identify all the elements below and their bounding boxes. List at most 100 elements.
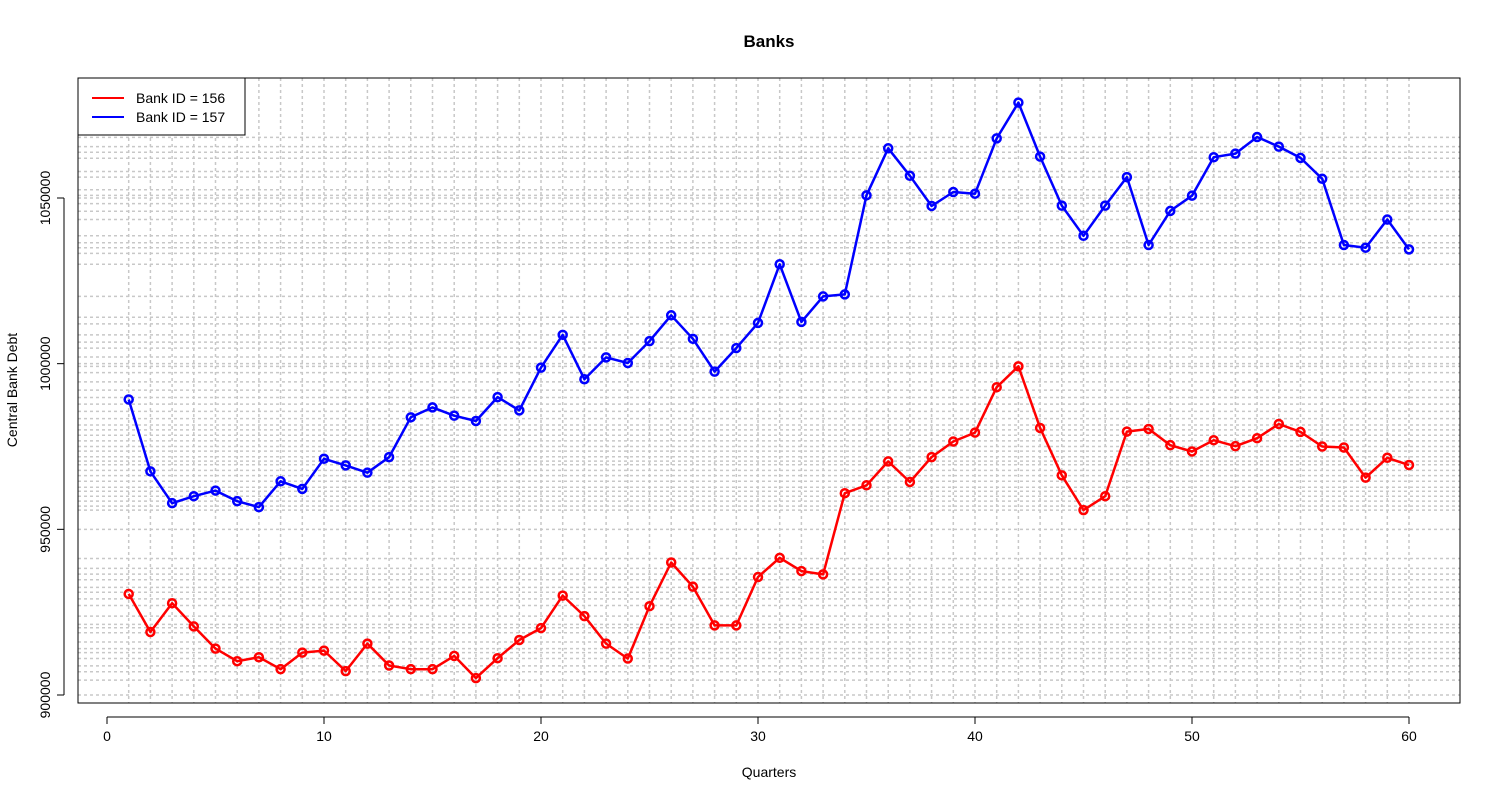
data-point xyxy=(687,581,699,592)
data-point xyxy=(904,476,916,488)
axis-layer: 0 10 20 30 40 50 60 900000 950000 1000000 1050000 xyxy=(37,171,1417,744)
data-point xyxy=(969,188,981,199)
data-point xyxy=(1316,441,1328,452)
data-point xyxy=(1338,442,1350,453)
data-point xyxy=(1121,426,1133,437)
chart-title: Banks xyxy=(743,32,794,51)
data-point xyxy=(1230,440,1241,452)
data-point xyxy=(1078,504,1089,516)
data-point xyxy=(340,665,351,677)
data-point xyxy=(1186,446,1198,457)
data-point xyxy=(492,391,503,403)
data-point xyxy=(1382,214,1393,225)
x-tick-label: 10 xyxy=(316,728,332,744)
data-point xyxy=(362,467,373,478)
data-point xyxy=(644,335,655,347)
data-point xyxy=(383,660,395,671)
y-tick-label: 1000000 xyxy=(37,336,53,391)
data-point xyxy=(1078,230,1089,242)
data-point xyxy=(1316,173,1328,185)
data-point xyxy=(839,487,851,499)
series-layer xyxy=(123,97,1415,684)
x-tick-label: 50 xyxy=(1184,728,1200,744)
x-tick-label: 30 xyxy=(750,728,766,744)
data-point xyxy=(731,342,742,354)
data-point xyxy=(709,620,720,631)
data-point xyxy=(839,289,851,300)
data-point xyxy=(882,143,894,154)
data-point xyxy=(340,460,351,471)
data-point xyxy=(123,588,134,600)
y-tick-label: 950000 xyxy=(37,506,53,553)
data-point xyxy=(297,647,308,658)
data-point xyxy=(709,366,720,377)
y-tick-label: 900000 xyxy=(37,671,53,718)
data-point xyxy=(622,357,634,369)
data-point xyxy=(752,317,764,329)
data-point xyxy=(687,333,699,345)
data-point xyxy=(861,480,872,491)
data-point xyxy=(405,663,417,675)
data-point xyxy=(318,453,330,465)
data-point xyxy=(492,652,503,664)
data-point xyxy=(448,650,460,662)
data-point xyxy=(1034,151,1046,162)
x-tick-label: 60 xyxy=(1401,728,1417,744)
legend-box xyxy=(77,77,246,136)
data-point xyxy=(1273,141,1285,152)
data-point xyxy=(275,663,286,675)
data-point xyxy=(1382,452,1393,464)
data-point xyxy=(123,394,134,405)
data-point xyxy=(665,557,677,568)
legend-label-156: Bank ID = 156 xyxy=(136,90,225,106)
data-point xyxy=(210,485,221,496)
data-point xyxy=(1099,200,1111,211)
data-point xyxy=(1056,200,1068,211)
data-point xyxy=(1165,439,1176,451)
data-point xyxy=(1143,423,1154,435)
data-point xyxy=(882,456,894,467)
data-point xyxy=(1013,361,1024,372)
data-point xyxy=(1013,97,1024,108)
data-point xyxy=(557,329,568,341)
data-point xyxy=(1251,432,1263,444)
data-point xyxy=(600,352,612,363)
data-point xyxy=(383,451,395,463)
data-point xyxy=(1034,422,1046,434)
data-point xyxy=(557,590,568,601)
data-point xyxy=(1403,244,1415,255)
data-point xyxy=(318,645,330,656)
data-point xyxy=(796,316,807,328)
plot-frame xyxy=(77,77,1461,704)
data-point xyxy=(1403,459,1415,471)
data-point xyxy=(448,410,460,421)
data-point xyxy=(926,200,937,212)
data-point xyxy=(166,497,178,509)
data-point xyxy=(817,569,829,580)
data-point xyxy=(622,653,634,664)
data-point xyxy=(774,552,785,564)
data-point xyxy=(1360,242,1371,253)
data-point xyxy=(405,412,417,423)
x-tick-label: 0 xyxy=(103,728,111,744)
data-point xyxy=(1230,148,1241,159)
data-point xyxy=(991,381,1002,393)
x-tick-label: 40 xyxy=(967,728,983,744)
data-point xyxy=(1208,151,1219,163)
legend: Bank ID = 156 Bank ID = 157 xyxy=(77,77,246,136)
data-point xyxy=(579,610,590,622)
data-point xyxy=(904,170,916,182)
data-point xyxy=(297,483,308,495)
data-point xyxy=(253,651,265,663)
data-point xyxy=(579,373,590,385)
y-tick-label: 1050000 xyxy=(37,171,53,226)
data-point xyxy=(948,186,959,198)
data-point xyxy=(948,436,959,447)
data-point xyxy=(1360,472,1371,483)
data-point xyxy=(665,310,677,321)
data-point xyxy=(535,362,547,373)
data-point xyxy=(600,638,612,649)
data-point xyxy=(210,643,221,654)
